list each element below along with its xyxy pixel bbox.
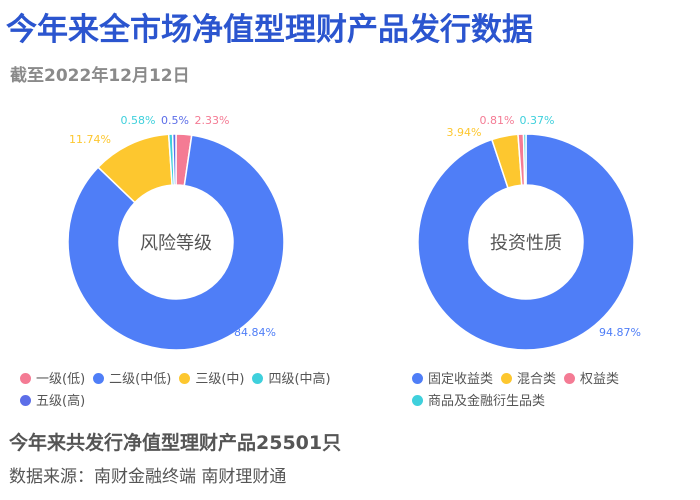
slice-label-1-1: 3.94%	[447, 126, 482, 139]
legend-label-1-0: 固定收益类	[428, 372, 494, 387]
legend-risk-level: 一级(低) 二级(中低) 三级(中) 四级(中高) 五级(高)	[20, 369, 350, 413]
legend-marker-0-1	[93, 373, 105, 384]
legend-label-1-1: 混合类	[517, 372, 557, 387]
donut-slice-0-4	[171, 133, 177, 186]
legend-marker-1-1	[501, 373, 513, 384]
legend-label-0-2: 三级(中)	[195, 372, 245, 387]
legend-label-0-4: 五级(高)	[36, 394, 86, 409]
legend-item-1-2[interactable]: 权益类	[564, 369, 619, 391]
legend-item-0-4[interactable]: 五级(高)	[20, 391, 85, 413]
legend-label-0-3: 四级(中高)	[268, 372, 331, 387]
legend-item-1-0[interactable]: 固定收益类	[412, 369, 493, 391]
legend-item-0-3[interactable]: 四级(中高)	[252, 369, 331, 391]
legend-marker-1-2	[564, 373, 576, 384]
slice-label-0-3: 0.58%	[121, 114, 156, 127]
total-issued: 今年来共发行净值型理财产品25501只	[9, 432, 342, 454]
legend-marker-0-3	[252, 373, 264, 384]
legend-label-0-1: 二级(中低)	[109, 372, 172, 387]
donut-center-label-0: 风险等级	[140, 233, 212, 254]
legend-marker-1-3	[412, 395, 423, 406]
legend-investment-type: 固定收益类 混合类 权益类商品及金融衍生品类	[412, 369, 692, 413]
legend-marker-0-2	[179, 373, 191, 384]
donut-slice-1-0	[417, 133, 635, 351]
legend-label-1-2: 权益类	[580, 372, 620, 387]
donut-slice-1-3	[522, 133, 527, 186]
slice-label-0-0: 2.33%	[195, 114, 230, 127]
donut-slice-0-1	[67, 134, 285, 351]
legend-item-1-1[interactable]: 混合类	[501, 369, 556, 391]
page-title: 今年来全市场净值型理财产品发行数据	[6, 12, 533, 48]
legend-marker-0-0	[20, 373, 31, 384]
legend-item-0-0[interactable]: 一级(低)	[20, 369, 85, 391]
page-subtitle: 截至2022年12月12日	[10, 66, 190, 86]
legend-item-0-1[interactable]: 二级(中低)	[93, 369, 171, 391]
legend-marker-0-4	[20, 395, 31, 406]
data-source: 数据来源：南财金融终端 南财理财通	[9, 467, 287, 487]
donut-center-label-1: 投资性质	[490, 233, 562, 254]
slice-label-0-2: 11.74%	[69, 133, 111, 146]
legend-item-1-3[interactable]: 商品及金融衍生品类	[412, 391, 545, 413]
legend-label-1-3: 商品及金融衍生品类	[428, 394, 546, 409]
slice-label-1-0: 94.87%	[599, 326, 641, 339]
slice-label-0-4: 0.5%	[161, 114, 189, 127]
legend-label-0-0: 一级(低)	[36, 372, 86, 387]
slice-label-1-2: 0.81%	[480, 114, 515, 127]
legend-item-0-2[interactable]: 三级(中)	[179, 369, 244, 391]
slice-label-0-1: 84.84%	[234, 326, 276, 339]
slice-label-1-3: 0.37%	[520, 114, 555, 127]
legend-marker-1-0	[412, 373, 423, 384]
